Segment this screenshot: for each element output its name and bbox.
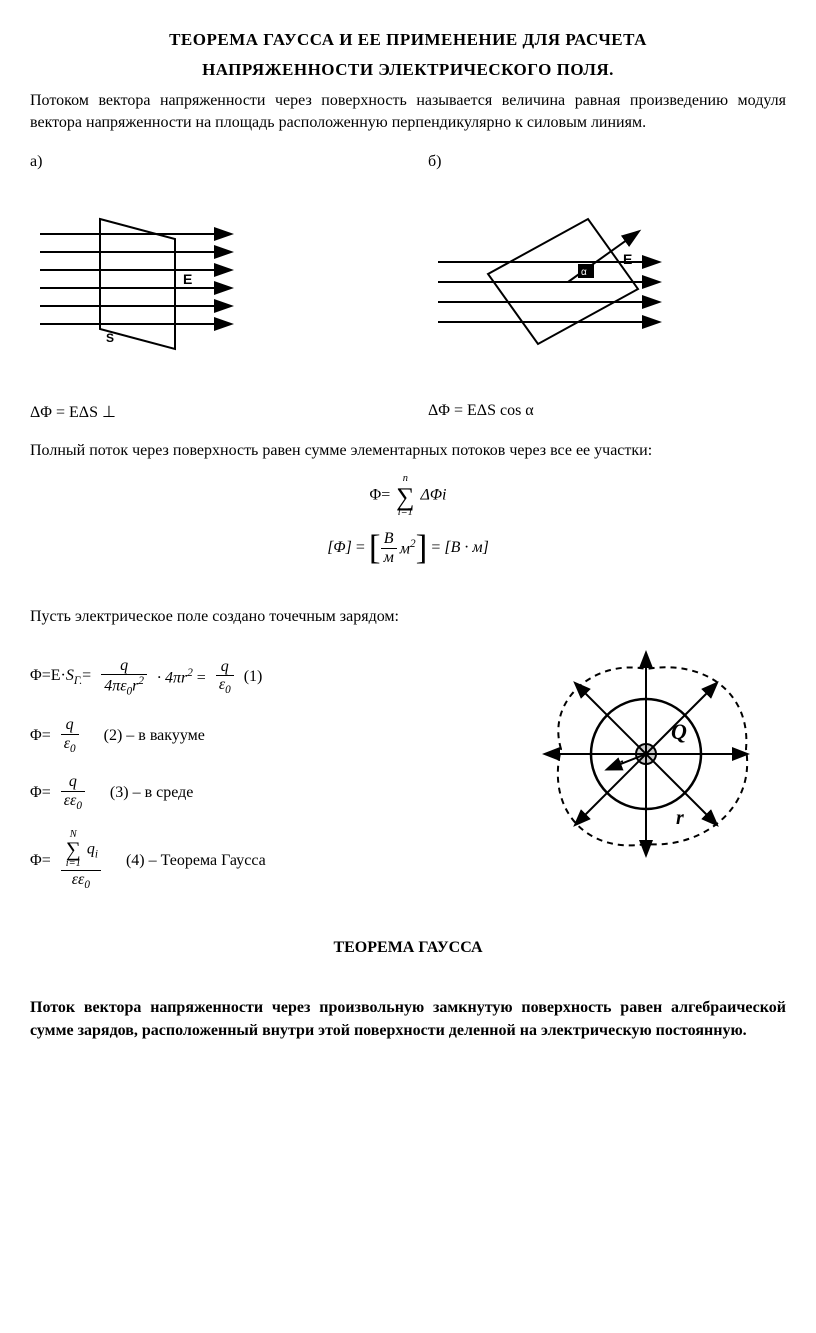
dim-m: м xyxy=(400,540,410,557)
diagram-c-label-q: Q xyxy=(671,719,687,744)
eq2-den-b: 0 xyxy=(70,743,76,755)
eq4-den-b: 0 xyxy=(84,879,90,891)
diagram-a-svg: E S xyxy=(30,204,250,364)
eq4-body-a: q xyxy=(87,841,95,858)
intro-paragraph: Потоком вектора напряженности через пове… xyxy=(30,90,786,135)
eq3-note: (3) – в среде xyxy=(110,784,193,802)
eq1-den2b: 0 xyxy=(225,685,231,697)
eq2-num: q xyxy=(61,716,79,735)
equation-1: Φ=E·SГ.= q 4πε0r2 · 4πr2 = q ε0 (1) xyxy=(30,657,486,698)
dim-lhs: [Φ] xyxy=(327,539,352,556)
diagram-c: Q r r xyxy=(516,639,786,910)
diagram-b-label-e: E xyxy=(623,251,632,267)
dim-num: B xyxy=(381,530,397,549)
equation-3: Φ= q εε0 (3) – в среде xyxy=(30,773,486,812)
eq1-gsub: Г. xyxy=(74,675,82,687)
diagram-b-svg: α E xyxy=(428,204,688,364)
eq4-phi: Φ= xyxy=(30,852,51,870)
diagram-a-label-s: S xyxy=(106,331,114,345)
eq1-den1a: 4πε xyxy=(104,678,126,695)
diagram-b-label-alpha: α xyxy=(581,267,587,278)
eq1-mid2: = xyxy=(193,669,206,686)
sum-bot: i=1 xyxy=(396,508,414,518)
heading-gauss-theorem: ТЕОРЕМА ГАУССА xyxy=(30,939,786,957)
eq1-eq: = xyxy=(82,667,91,684)
eq3-num: q xyxy=(61,773,85,792)
eq1-s: S xyxy=(66,667,74,684)
diagram-a-label-e: E xyxy=(183,271,192,287)
eq4-body-b: i xyxy=(95,849,98,861)
page-title-line2: НАПРЯЖЕННОСТИ ЭЛЕКТРИЧЕСКОГО ПОЛЯ. xyxy=(30,60,786,80)
formula-a: ΔΦ = EΔS ⊥ xyxy=(30,402,388,422)
sum-symbol: n ∑ i=1 xyxy=(396,474,414,518)
labels-row: a) б) xyxy=(30,145,786,179)
eq2-note: (2) – в вакууме xyxy=(104,727,205,745)
sum-formula: Φ= n ∑ i=1 ΔΦi xyxy=(30,474,786,518)
diagrams-row: E S α E xyxy=(30,189,786,384)
eq4-sum-bot: i=1 xyxy=(66,859,81,869)
sum-body: ΔΦi xyxy=(420,487,446,504)
eq3-den-a: εε xyxy=(64,792,77,809)
formulas-row: ΔΦ = EΔS ⊥ ΔΦ = EΔS cos α xyxy=(30,394,786,430)
equation-4: Φ= N ∑ i=1 qi εε0 (4) – Теорема Гаусса xyxy=(30,830,486,891)
diagram-c-svg: Q r r xyxy=(516,639,776,869)
eq4-note: (4) – Теорема Гаусса xyxy=(126,852,266,870)
label-b: б) xyxy=(428,153,786,171)
diagram-c-label-r2: r xyxy=(676,807,684,829)
eq3-phi: Φ= xyxy=(30,784,51,802)
eq3-den-b: 0 xyxy=(76,800,82,812)
para-full-flux: Полный поток через поверхность равен сум… xyxy=(30,440,786,462)
dimension-formula: [Φ] = [ B м м2 ] = [B · м] xyxy=(30,530,786,566)
dim-den: м xyxy=(381,549,397,567)
eq1-q: q xyxy=(101,657,147,676)
para-gauss-statement: Поток вектора напряженности через произв… xyxy=(30,997,786,1042)
diagram-a: E S xyxy=(30,204,388,369)
dim-rhs: [B · м] xyxy=(444,539,488,556)
equations-and-figure: Φ=E·SГ.= q 4πε0r2 · 4πr2 = q ε0 (1) Φ= q… xyxy=(30,639,786,910)
formula-b: ΔΦ = EΔS cos α xyxy=(428,402,786,422)
page-title-line1: ТЕОРЕМА ГАУССА И ЕЕ ПРИМЕНЕНИЕ ДЛЯ РАСЧЕ… xyxy=(30,30,786,50)
para-point-charge: Пусть электрическое поле создано точечны… xyxy=(30,606,786,628)
diagram-c-label-r1: r xyxy=(616,753,624,773)
diagram-b: α E xyxy=(428,204,786,369)
eq1-mid: · 4πr xyxy=(157,669,187,686)
equation-2: Φ= q ε0 (2) – в вакууме xyxy=(30,716,486,755)
eq1-num2: q xyxy=(216,658,234,677)
eq2-phi: Φ= xyxy=(30,727,51,745)
eq1-tag: (1) xyxy=(244,668,263,686)
eq1-prefix: Φ=E· xyxy=(30,667,66,684)
phi-eq-text: Φ= xyxy=(370,487,391,504)
label-a: a) xyxy=(30,153,388,171)
eq4-den-a: εε xyxy=(72,871,85,888)
